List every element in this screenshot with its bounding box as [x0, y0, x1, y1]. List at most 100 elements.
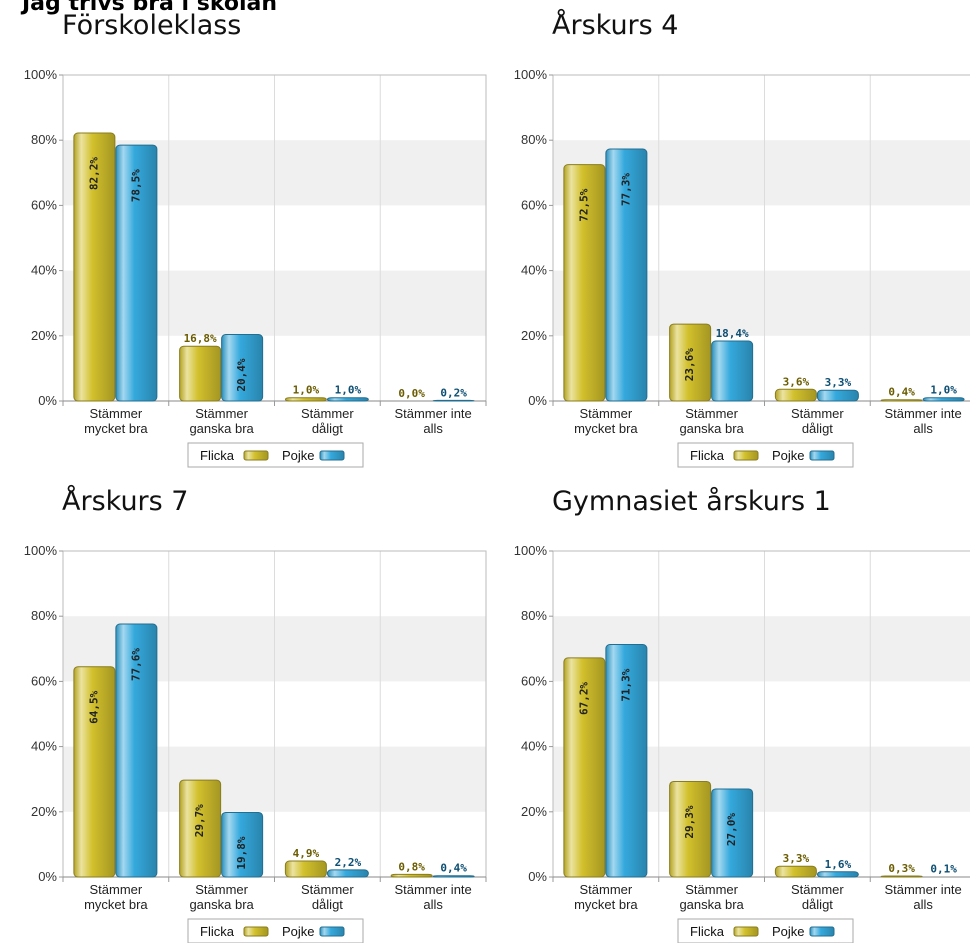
x-tick-label: ganska bra: [679, 897, 744, 912]
legend-swatch-pojke: [319, 926, 345, 937]
chart-arskurs-7: 0%20%40%60%80%100%64,5%77,6%Stämmermycke…: [24, 543, 487, 943]
chart-forskoleklass: 0%20%40%60%80%100%82,2% 78,5%Stämmermycke…: [24, 67, 487, 468]
data-label: 19,8%: [235, 836, 248, 869]
x-tick-label: Stämmer inte: [884, 406, 961, 421]
bar-pojke: [605, 148, 648, 402]
x-tick-label: Stämmer: [195, 406, 248, 421]
x-tick-label: ganska bra: [679, 421, 744, 436]
data-label: 29,7%: [193, 804, 206, 837]
bar-pojke: [326, 869, 369, 878]
legend-box: [677, 442, 854, 468]
legend-swatch-flicka: [733, 926, 759, 937]
bar-pojke: [816, 389, 859, 402]
bar-flicka: [563, 657, 606, 878]
legend-swatch-flicka: [243, 450, 269, 461]
y-tick-label: 60%: [521, 673, 547, 688]
data-label: 3,3%: [783, 852, 810, 865]
x-tick-label: Stämmer: [791, 406, 844, 421]
data-label: 82,2%: [87, 157, 100, 190]
x-tick-label: dåligt: [312, 897, 343, 912]
chart-panel-gymnasiet-arskurs-1: Gymnasiet årskurs 1 0% 20% 40% 60% 80% 100% 67…: [490, 476, 970, 946]
bar-flicka: [563, 164, 606, 402]
y-tick-label: 20%: [521, 804, 547, 819]
data-label: 0,3%: [888, 862, 915, 875]
data-label: 78,5%: [129, 169, 142, 202]
bar-flicka: [669, 323, 712, 402]
legend-swatch-pojke: [809, 450, 835, 461]
x-tick-label: alls: [423, 897, 443, 912]
x-tick-label: alls: [913, 421, 933, 436]
y-tick-label: 80%: [521, 608, 547, 623]
data-label: 3,6%: [783, 375, 810, 388]
chart-panel-forskoleklass: Förskoleklass 0% 20% 40% 60% 80% 100% 82,2% 78,…: [0, 0, 490, 470]
legend-label: Pojke: [282, 924, 315, 939]
bar-pojke: [115, 623, 158, 878]
data-label: 0,4%: [888, 386, 915, 399]
y-tick-label: 80%: [31, 132, 57, 147]
chart-gymnasiet-arskurs-1: 0%20%40%60%80%100%67,2% 71,3%Stämmermycke…: [514, 543, 970, 943]
y-tick-label: 60%: [521, 197, 547, 212]
data-label: 77,6%: [129, 648, 142, 681]
bar-pojke: [432, 399, 475, 402]
data-label: 0,0%: [398, 387, 425, 400]
data-label: 3,3%: [825, 376, 852, 389]
bar-pojke: [115, 144, 158, 402]
x-tick-label: mycket bra: [574, 421, 638, 436]
y-tick-label: 20%: [31, 328, 57, 343]
legend-swatch-pojke: [319, 450, 345, 461]
data-label: 29,3%: [683, 805, 696, 838]
y-tick-label: 40%: [31, 263, 57, 278]
bar-flicka: [73, 132, 116, 402]
data-label: 72,5%: [577, 188, 590, 221]
data-label: 0,1%: [930, 863, 957, 876]
bar-flicka: [179, 345, 222, 402]
y-tick-label: 80%: [521, 132, 547, 147]
legend-label: Pojke: [772, 448, 805, 463]
bar-pojke: [816, 871, 859, 878]
bar-pojke: [221, 333, 264, 402]
chart-title: Förskoleklass: [62, 10, 242, 41]
y-tick-label: 80%: [31, 608, 57, 623]
data-label: 2,2%: [335, 856, 362, 869]
bar-flicka: [774, 388, 817, 402]
page-title: Jag trivs bra i skolan: [22, 0, 278, 16]
bar-pojke: [605, 644, 648, 878]
bar-flicka: [73, 666, 116, 878]
legend-swatch-pojke: [809, 926, 835, 937]
x-tick-label: Stämmer: [791, 882, 844, 897]
x-tick-label: Stämmer: [685, 406, 738, 421]
y-tick-label: 60%: [31, 673, 57, 688]
data-label: 0,4%: [440, 862, 467, 875]
y-tick-label: 100%: [514, 67, 548, 82]
y-tick-label: 0%: [38, 869, 57, 884]
y-tick-label: 20%: [31, 804, 57, 819]
x-tick-label: dåligt: [802, 421, 833, 436]
data-label: 1,0%: [930, 384, 957, 397]
bar-pojke: [432, 875, 475, 878]
data-label: 67,2%: [577, 682, 590, 715]
data-label: 1,6%: [825, 858, 852, 871]
chart-title: Årskurs 4: [552, 10, 679, 41]
bar-flicka: [880, 875, 923, 878]
x-tick-label: Stämmer: [301, 406, 354, 421]
legend-label: Flicka: [200, 448, 235, 463]
y-tick-label: 20%: [521, 328, 547, 343]
chart-title: Gymnasiet årskurs 1: [552, 486, 831, 517]
x-tick-label: ganska bra: [189, 897, 254, 912]
x-tick-label: mycket bra: [84, 421, 148, 436]
data-label: 18,4%: [716, 327, 749, 340]
x-tick-label: alls: [423, 421, 443, 436]
x-tick-label: Stämmer: [301, 882, 354, 897]
y-tick-label: 100%: [514, 543, 548, 558]
bar-pojke: [221, 811, 264, 878]
y-tick-label: 40%: [521, 739, 547, 754]
y-tick-label: 40%: [31, 739, 57, 754]
bar-flicka: [179, 779, 222, 878]
bar-flicka: [284, 860, 327, 878]
y-tick-label: 100%: [24, 543, 58, 558]
x-tick-label: ganska bra: [189, 421, 254, 436]
x-tick-label: Stämmer inte: [394, 406, 471, 421]
y-tick-label: 60%: [31, 197, 57, 212]
data-label: 4,9%: [293, 847, 320, 860]
data-label: 23,6%: [683, 348, 696, 381]
